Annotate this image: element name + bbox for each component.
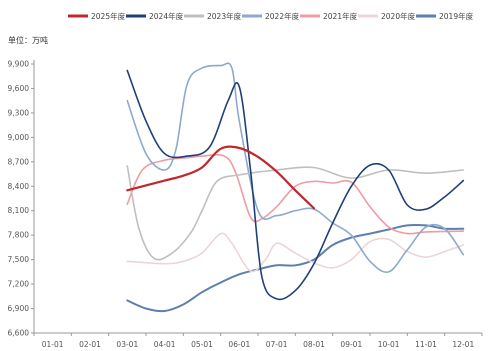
legend-label: 2024年度: [149, 11, 184, 21]
y-tick-label: 8,100: [8, 206, 30, 215]
unit-label: 单位：万吨: [8, 35, 48, 45]
x-tick-label: 09-01: [340, 340, 362, 349]
x-tick-label: 01-01: [42, 340, 64, 349]
x-tick-label: 04-01: [154, 340, 176, 349]
x-tick-label: 10-01: [378, 340, 400, 349]
y-tick-label: 9,900: [8, 60, 30, 69]
x-tick-label: 02-01: [79, 340, 101, 349]
legend-label: 2021年度: [323, 11, 358, 21]
legend-label: 2020年度: [381, 11, 416, 21]
y-tick-label: 8,700: [8, 157, 30, 166]
x-axis: 01-01 02-01 03-01 04-01 05-01 06-01 07-01 08-01…: [33, 332, 483, 349]
y-tick-label: 9,300: [8, 108, 30, 117]
series-line-2019: [126, 223, 465, 313]
series-line-2023: [126, 165, 465, 261]
x-tick-label: 06-01: [228, 340, 250, 349]
x-tick-label: 05-01: [191, 340, 213, 349]
x-tick-label: 11-01: [415, 340, 437, 349]
x-tick-label: 07-01: [266, 340, 288, 349]
y-axis: 6,600 6,900 7,200 7,500 7,800 8,100 8,400 8,700…: [8, 60, 35, 338]
x-tick-label: 12-01: [452, 340, 474, 349]
plot-area: [126, 62, 465, 313]
legend-label: 2019年度: [439, 11, 474, 21]
x-tick-label: 03-01: [116, 340, 138, 349]
series-line-2020: [126, 232, 465, 273]
series-line-2022: [126, 62, 465, 274]
y-tick-label: 9,600: [8, 84, 30, 93]
legend-label: 2023年度: [207, 11, 242, 21]
y-tick-label: 7,800: [8, 231, 30, 240]
series-line-2024: [126, 69, 465, 301]
y-tick-label: 6,900: [8, 304, 30, 313]
y-tick-label: 7,200: [8, 280, 30, 289]
y-tick-label: 7,500: [8, 255, 30, 264]
series-line-2025: [126, 145, 316, 210]
legend-label: 2022年度: [265, 11, 300, 21]
legend: 2025年度 2024年度 2023年度 2022年度 2021年度 2020年度 2019…: [68, 11, 474, 21]
series-line-2021: [126, 154, 465, 235]
y-tick-label: 9,000: [8, 133, 30, 142]
y-tick-label: 8,400: [8, 182, 30, 191]
x-tick-label: 08-01: [303, 340, 325, 349]
y-tick-label: 6,600: [8, 329, 30, 338]
legend-label: 2025年度: [91, 11, 126, 21]
